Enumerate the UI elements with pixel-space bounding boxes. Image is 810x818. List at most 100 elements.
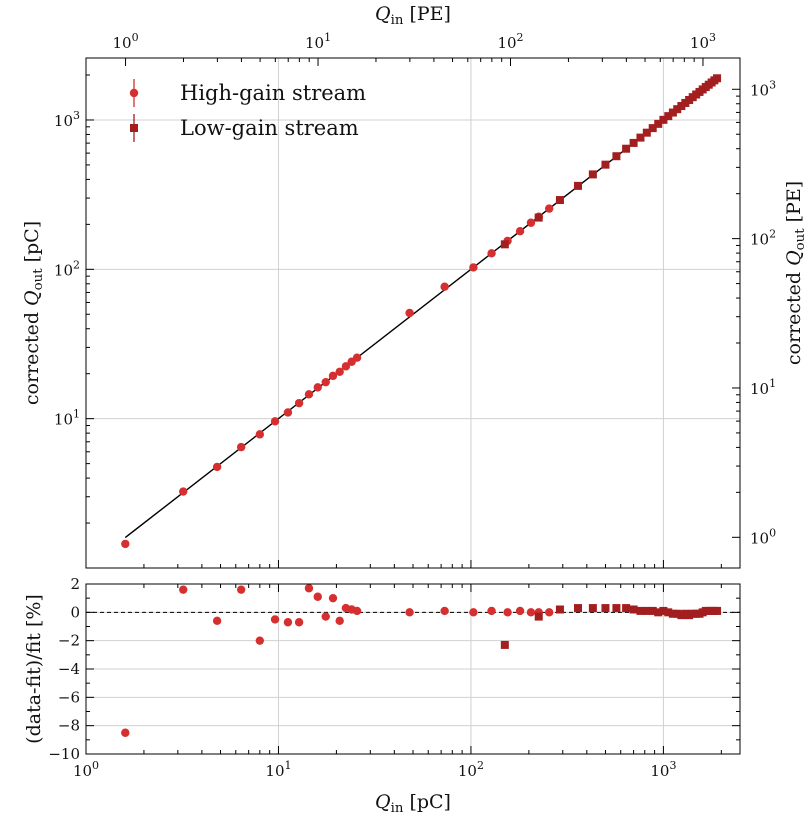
low-gain-point-9 — [636, 133, 645, 142]
low-gain-point-14 — [664, 112, 673, 121]
low-gain-residual-14 — [664, 608, 673, 617]
high-gain-residual-3 — [236, 585, 246, 594]
high-gain-residual-12 — [335, 616, 344, 626]
high-gain-point-0 — [121, 539, 130, 549]
low-gain-residual-16 — [673, 609, 682, 618]
high-gain-residual-18 — [469, 608, 478, 617]
high-gain-residual-2 — [212, 616, 222, 626]
y-left-tick-label: 103 — [54, 109, 80, 130]
low-gain-residual-4 — [588, 604, 597, 613]
x-bottom-tick-label: 102 — [458, 759, 484, 780]
y-residual-tick-label: 0 — [70, 603, 80, 621]
low-gain-residual-11 — [648, 606, 657, 615]
high-gain-residual-0 — [121, 728, 130, 737]
y-residual-tick-label: −10 — [48, 745, 80, 763]
high-gain-point-2 — [212, 462, 222, 472]
high-gain-point-11 — [328, 371, 338, 381]
x-bottom-tick-label: 101 — [265, 759, 291, 780]
high-gain-point-10 — [321, 377, 330, 387]
y-right-tick-label: 100 — [750, 526, 776, 547]
low-gain-point-3 — [574, 181, 583, 190]
high-gain-point-6 — [283, 408, 293, 417]
low-gain-residual-10 — [642, 606, 651, 615]
low-gain-point-2 — [555, 196, 564, 205]
y-axis-title-right: corrected Qout [PE] — [783, 181, 808, 365]
y-residual-tick-label: 2 — [70, 575, 80, 593]
x-top-tick-label: 103 — [690, 31, 716, 52]
high-gain-residual-20 — [503, 608, 512, 617]
low-gain-residual-8 — [629, 605, 638, 614]
high-gain-point-13 — [341, 362, 351, 371]
y-residual-tick-label: −8 — [58, 717, 80, 735]
high-gain-point-24 — [544, 204, 554, 213]
high-gain-residual-11 — [328, 593, 338, 603]
high-gain-residual-5 — [270, 615, 280, 624]
high-gain-point-9 — [313, 383, 322, 392]
low-gain-residual-5 — [601, 604, 610, 613]
y-axis-title-left: corrected Qout [pC] — [21, 221, 46, 405]
high-gain-point-22 — [526, 218, 536, 227]
y-residual-tick-label: −4 — [58, 660, 80, 678]
high-gain-point-15 — [352, 353, 362, 362]
legend-label-0: High-gain stream — [180, 81, 366, 105]
high-gain-point-19 — [487, 249, 496, 258]
high-gain-residual-21 — [515, 606, 525, 616]
low-gain-residual-0 — [500, 640, 509, 649]
high-gain-point-3 — [236, 442, 246, 452]
low-gain-point-15 — [668, 108, 677, 117]
low-gain-residual-2 — [555, 605, 564, 614]
high-gain-residual-9 — [313, 592, 322, 601]
low-gain-point-13 — [659, 115, 668, 124]
legend-label-1: Low-gain stream — [180, 116, 359, 140]
high-gain-residual-15 — [352, 606, 362, 616]
low-gain-point-4 — [588, 170, 597, 179]
high-gain-point-17 — [440, 282, 449, 291]
low-gain-residual-6 — [612, 604, 621, 613]
x-top-tick-label: 101 — [305, 31, 331, 52]
low-gain-point-5 — [601, 160, 610, 169]
x-bottom-tick-label: 103 — [650, 759, 676, 780]
low-gain-point-12 — [654, 119, 663, 128]
high-gain-point-4 — [255, 430, 265, 439]
legend-marker-high-gain — [129, 88, 139, 98]
high-gain-residual-19 — [487, 606, 496, 616]
high-gain-residual-17 — [440, 606, 449, 616]
y-left-tick-label: 102 — [54, 258, 80, 279]
high-gain-residual-10 — [321, 612, 330, 621]
low-gain-residual-15 — [668, 609, 677, 618]
high-gain-residual-7 — [294, 618, 304, 627]
high-gain-residual-1 — [179, 585, 188, 594]
high-gain-residual-22 — [526, 608, 536, 617]
high-gain-point-1 — [179, 487, 188, 496]
low-gain-residual-9 — [636, 606, 645, 615]
high-gain-point-18 — [469, 263, 478, 272]
low-gain-residual-1 — [534, 612, 543, 621]
y-axis-title-residual: (data-fit)/fit [%] — [23, 594, 45, 744]
low-gain-point-7 — [622, 144, 631, 153]
high-gain-residual-24 — [544, 608, 554, 617]
low-gain-point-1 — [534, 213, 543, 222]
low-gain-point-10 — [642, 128, 651, 137]
x-bottom-tick-label: 100 — [73, 759, 99, 780]
x-axis-title-bottom: Qin [pC] — [375, 791, 451, 816]
low-gain-point-11 — [648, 124, 657, 133]
low-gain-residual-12 — [654, 608, 663, 617]
y-right-tick-label: 103 — [750, 78, 776, 99]
y-residual-tick-label: −6 — [58, 688, 80, 706]
low-gain-residual-3 — [574, 604, 583, 613]
high-gain-residual-6 — [283, 618, 293, 627]
low-gain-residual-7 — [622, 604, 631, 613]
low-gain-point-16 — [673, 105, 682, 114]
low-gain-point-28 — [713, 74, 722, 83]
x-top-tick-label: 102 — [497, 31, 523, 52]
low-gain-point-8 — [629, 138, 638, 147]
low-gain-point-0 — [500, 240, 509, 249]
high-gain-point-8 — [304, 390, 314, 399]
high-gain-residual-8 — [304, 584, 314, 593]
y-residual-tick-label: −2 — [58, 632, 80, 650]
high-gain-point-21 — [515, 226, 525, 236]
high-gain-point-7 — [294, 398, 304, 408]
legend-marker-low-gain — [130, 124, 138, 132]
high-gain-point-5 — [270, 417, 280, 426]
